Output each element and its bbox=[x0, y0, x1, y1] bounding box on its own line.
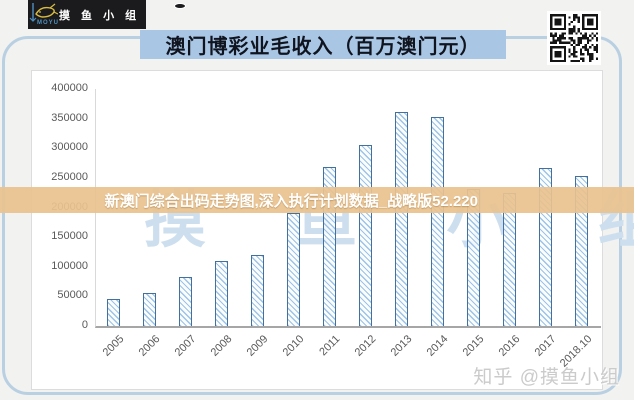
plot-area bbox=[95, 89, 601, 328]
brand-logo: MOYU 摸 鱼 小 组 bbox=[28, 0, 187, 29]
y-tick-label: 400000 bbox=[51, 82, 88, 94]
overlay-banner: 新澳门综合出码走势图,深入执行计划数据_战略版52.220 bbox=[0, 187, 634, 213]
logo-oval-icon bbox=[174, 2, 187, 9]
x-tick-label: 2012 bbox=[352, 333, 379, 359]
y-tick-label: 0 bbox=[81, 319, 88, 331]
y-tick-label: 250000 bbox=[51, 170, 88, 183]
bar-2005 bbox=[106, 299, 120, 326]
y-tick-label: 100000 bbox=[51, 259, 88, 272]
logo-text: 摸 鱼 小 组 bbox=[59, 9, 141, 22]
overlay-banner-text: 新澳门综合出码走势图,深入执行计划数据_战略版52.220 bbox=[104, 192, 478, 210]
fish-logo-icon bbox=[28, 1, 59, 29]
x-tick-label: 2005 bbox=[100, 333, 127, 359]
qr-code-icon bbox=[547, 11, 601, 65]
y-tick-label: 150000 bbox=[51, 230, 88, 243]
x-tick-label: 2008 bbox=[208, 333, 235, 359]
bar-2009 bbox=[250, 255, 264, 326]
y-tick-label: 350000 bbox=[51, 111, 88, 124]
bar-2013 bbox=[394, 112, 408, 326]
bar-2012 bbox=[358, 145, 372, 326]
bar-2018.10 bbox=[574, 176, 588, 326]
logo-subtext: MOYU bbox=[37, 20, 59, 26]
x-tick-label: 2014 bbox=[424, 333, 451, 359]
x-tick-label: 2009 bbox=[244, 333, 271, 359]
bar-2007 bbox=[178, 277, 192, 326]
bar-2006 bbox=[142, 293, 156, 326]
x-tick-label: 2010 bbox=[280, 333, 307, 359]
bar-2008 bbox=[214, 261, 228, 326]
bar-2010 bbox=[286, 213, 300, 326]
bar-2014 bbox=[430, 117, 444, 326]
chart-card: 摸 鱼 小 组 05000010000015000020000025000030… bbox=[31, 70, 634, 390]
y-tick-label: 50000 bbox=[57, 289, 88, 302]
bar-2016 bbox=[502, 193, 516, 326]
zhihu-watermark: 知乎 @摸鱼小组 bbox=[473, 367, 620, 388]
y-axis-labels: 0500001000001500002000002500003000003500… bbox=[32, 71, 88, 389]
x-tick-label: 2013 bbox=[388, 333, 415, 359]
chart-title: 澳门博彩业毛收入（百万澳门元） bbox=[140, 30, 506, 59]
x-tick-label: 2006 bbox=[136, 333, 163, 359]
x-tick-label: 2011 bbox=[317, 333, 343, 359]
y-tick-label: 300000 bbox=[51, 141, 88, 154]
bar-2015 bbox=[466, 189, 480, 326]
x-tick-label: 2007 bbox=[172, 333, 199, 359]
